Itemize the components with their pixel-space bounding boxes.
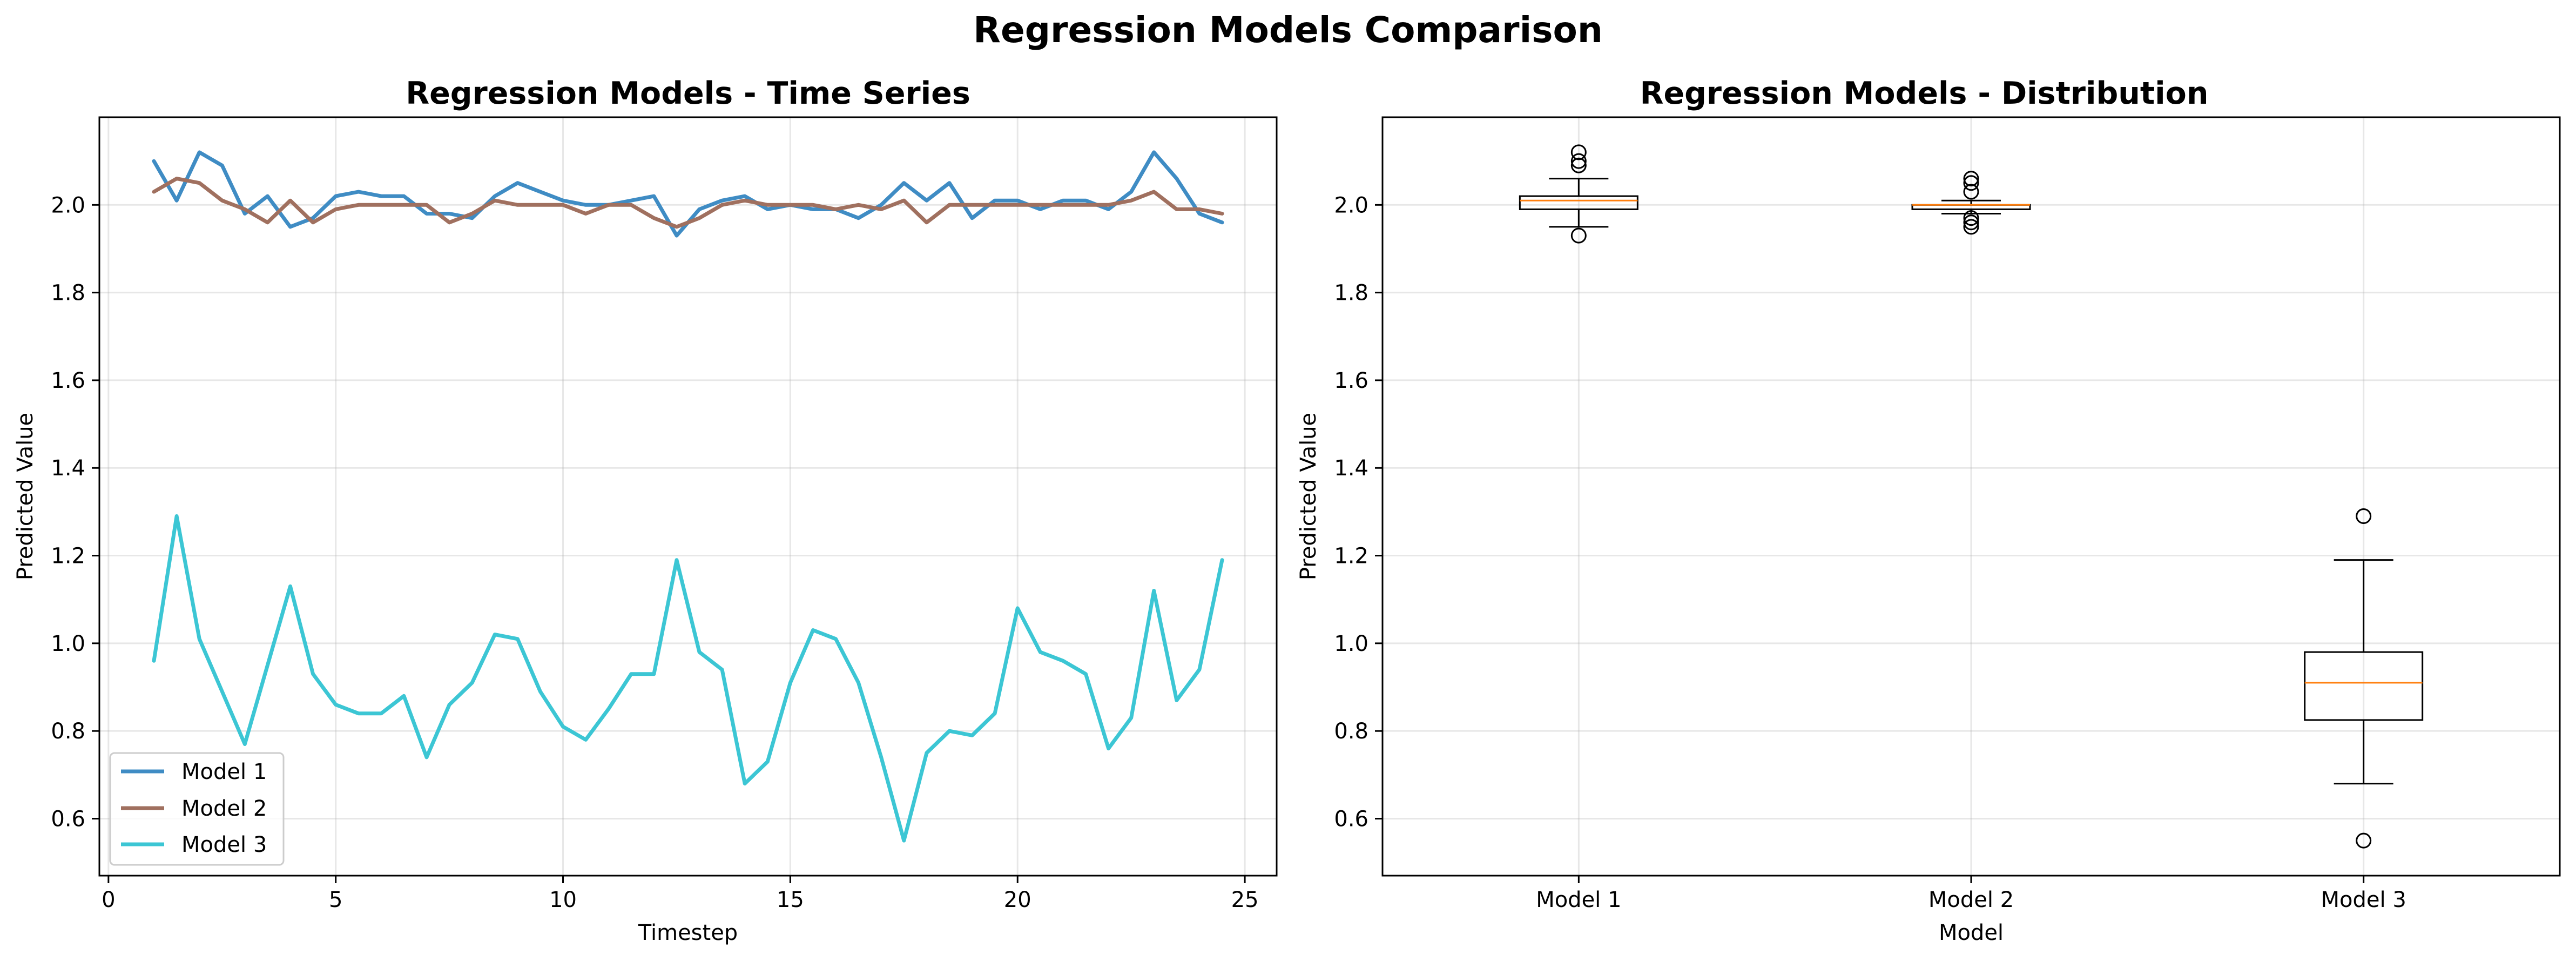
- distribution-title: Regression Models - Distribution: [1640, 76, 2209, 111]
- box-model-3: [2304, 508, 2424, 849]
- time-series-panel: Regression Models - Time Series 0 5 10 15 20…: [13, 76, 1278, 945]
- series-line-model-2: [152, 177, 1224, 229]
- x-tick-label: 0: [102, 888, 115, 912]
- x-tick-label: Model 2: [1928, 888, 2014, 912]
- time-series-x-axis-label: Timestep: [638, 920, 738, 945]
- outlier-point: [1963, 171, 1979, 187]
- x-tick-label: Model 3: [2321, 888, 2406, 912]
- y-tick-label: 1.6: [1334, 368, 1368, 393]
- outlier-point: [2356, 508, 2372, 525]
- box-model-2: [1911, 171, 2031, 235]
- y-tick-label: 1.2: [51, 544, 85, 569]
- x-tick-label: Model 1: [1536, 888, 1621, 912]
- legend-box: [109, 752, 285, 866]
- time-series-title: Regression Models - Time Series: [406, 76, 970, 111]
- iqr-box: [1519, 195, 1638, 210]
- time-series-frame: [98, 116, 1278, 877]
- outlier-point: [1963, 210, 1979, 226]
- legend-label-model-3: Model 3: [181, 832, 267, 857]
- figure-title: Regression Models Comparison: [973, 9, 1603, 51]
- y-tick-label: 1.0: [51, 631, 85, 656]
- outlier-point: [1570, 157, 1587, 173]
- time-series-y-ticks: 0.6 0.8 1.0 1.2 1.4 1.6 1.8 2.0: [51, 193, 99, 831]
- iqr-box: [2304, 651, 2424, 721]
- legend: Model 1 Model 2 Model 3: [109, 752, 285, 866]
- outlier-point: [2356, 832, 2372, 849]
- distribution-x-ticks: Model 1 Model 2 Model 3: [1536, 876, 2406, 912]
- outlier-point: [1570, 153, 1587, 169]
- y-tick-label: 1.8: [51, 281, 85, 306]
- y-tick-label: 0.8: [1334, 719, 1368, 744]
- y-tick-label: 0.6: [51, 807, 85, 831]
- y-tick-label: 2.0: [1334, 193, 1368, 218]
- y-tick-label: 1.8: [1334, 281, 1368, 306]
- time-series-y-axis-label: Predicted Value: [13, 413, 38, 580]
- y-tick-label: 0.6: [1334, 807, 1368, 831]
- distribution-y-axis-label: Predicted Value: [1296, 413, 1321, 580]
- y-tick-label: 1.4: [1334, 456, 1368, 481]
- legend-label-model-1: Model 1: [181, 760, 267, 784]
- y-tick-label: 1.6: [51, 368, 85, 393]
- outlier-point: [1570, 144, 1587, 160]
- outlier-point: [1963, 175, 1979, 191]
- y-tick-label: 1.2: [1334, 544, 1368, 569]
- outlier-point: [1963, 184, 1979, 200]
- distribution-panel: Regression Models - Distribution Model 1…: [1296, 76, 2561, 945]
- time-series-x-ticks: 0 5 10 15 20 25: [102, 876, 1259, 912]
- legend-label-model-2: Model 2: [181, 796, 267, 821]
- distribution-x-axis-label: Model: [1939, 920, 2004, 945]
- x-tick-label: 20: [1004, 888, 1031, 912]
- distribution-y-ticks: 0.6 0.8 1.0 1.2 1.4 1.6 1.8 2.0: [1334, 193, 1383, 831]
- box-model-1: [1519, 144, 1638, 244]
- x-tick-label: 5: [329, 888, 342, 912]
- distribution-boxes: [1519, 144, 2424, 849]
- distribution-grid: [1383, 117, 2560, 876]
- x-tick-label: 10: [549, 888, 577, 912]
- series-line-model-3: [152, 514, 1224, 843]
- outlier-point: [1963, 219, 1979, 235]
- time-series-lines: [152, 150, 1224, 843]
- y-tick-label: 1.4: [51, 456, 85, 481]
- y-tick-label: 1.0: [1334, 631, 1368, 656]
- y-tick-label: 2.0: [51, 193, 85, 218]
- outlier-point: [1570, 227, 1587, 244]
- y-tick-label: 0.8: [51, 719, 85, 744]
- x-tick-label: 25: [1231, 888, 1259, 912]
- x-tick-label: 15: [777, 888, 804, 912]
- outlier-point: [1963, 214, 1979, 231]
